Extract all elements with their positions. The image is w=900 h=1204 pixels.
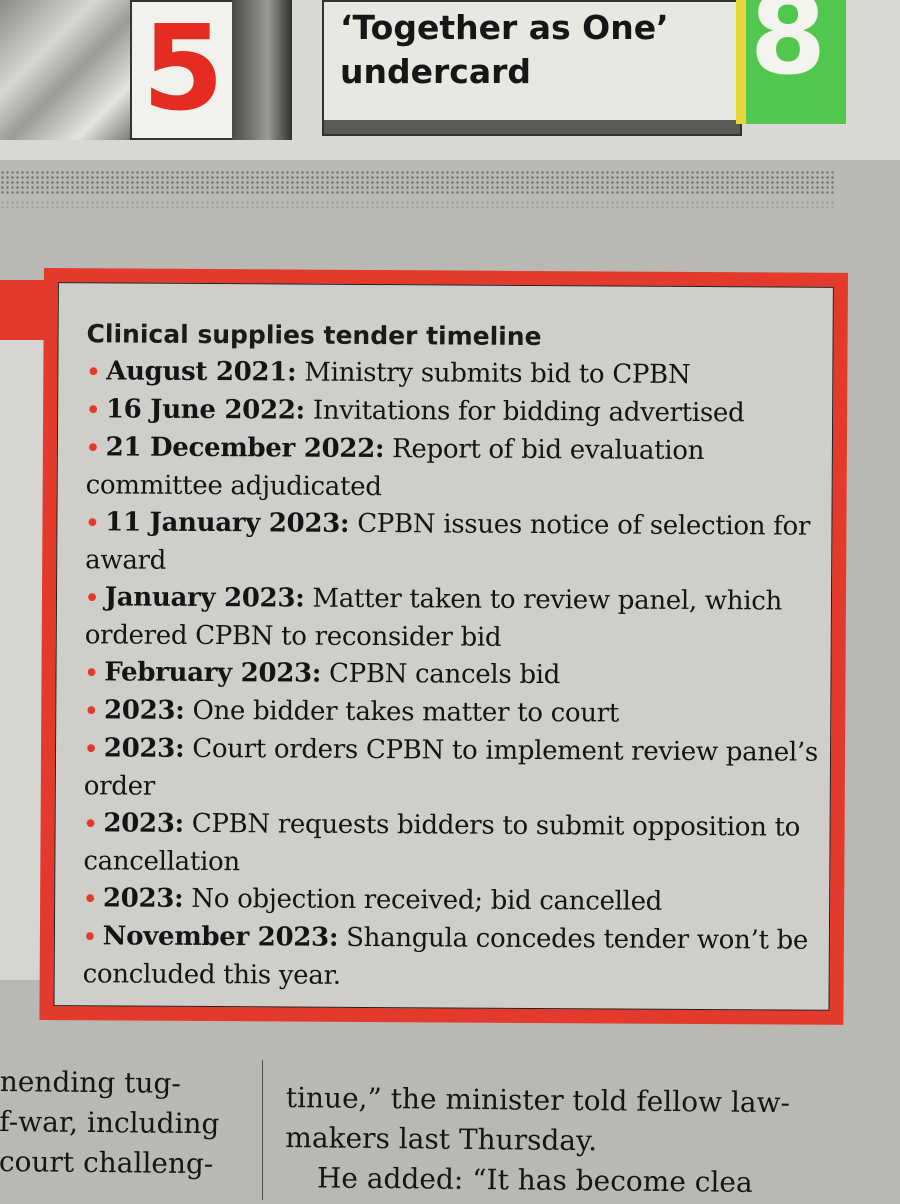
timeline-box: Clinical supplies tender timeline • Augus… <box>39 268 848 1025</box>
promo-photo <box>0 0 132 140</box>
bullet-icon: • <box>84 698 99 725</box>
article-column-right: tinue,” the minister told fellow law- ma… <box>285 1078 886 1204</box>
timeline-text: Invitations for bidding advertised <box>312 395 745 429</box>
bullet-icon: • <box>83 736 98 763</box>
timeline-entry: • 2023: One bidder takes matter to court <box>84 692 820 734</box>
halftone-divider-secondary <box>0 200 836 208</box>
timeline-text: Court orders CPBN to implement review pa… <box>83 733 819 802</box>
bullet-icon: • <box>84 660 99 687</box>
timeline-entry: • August 2021: Ministry submits bid to CP… <box>86 353 822 395</box>
timeline-date: 16 June 2022: <box>105 394 305 426</box>
timeline-entry: • 21 December 2022: Report of bid evaluat… <box>86 429 822 508</box>
timeline-entry: • 16 June 2022: Invitations for bidding a… <box>86 391 822 433</box>
timeline-entry: • February 2023: CPBN cancels bid <box>84 654 820 696</box>
bullet-icon: • <box>86 359 101 386</box>
timeline-text: One bidder takes matter to court <box>192 695 620 729</box>
promo-page-number: 5 <box>142 0 225 137</box>
timeline-date: 2023: <box>103 695 185 726</box>
bullet-icon: • <box>85 510 100 537</box>
timeline-text: Ministry submits bid to CPBN <box>304 357 691 390</box>
promo-page-number-right: 8 <box>749 0 827 99</box>
timeline-entry: • 2023: CPBN requests bidders to submit o… <box>83 805 819 884</box>
timeline-entry: • 2023: Court orders CPBN to implement re… <box>84 730 820 809</box>
timeline-text: CPBN requests bidders to submit oppositi… <box>83 808 801 878</box>
timeline-date: 2023: <box>103 808 184 839</box>
article-line: court challeng- <box>0 1144 214 1181</box>
timeline-date: August 2021: <box>106 356 297 388</box>
timeline-date: 11 January 2023: <box>105 507 350 539</box>
promo-number-right-box <box>736 0 846 124</box>
timeline-date: 21 December 2022: <box>105 432 385 465</box>
timeline-entry: • January 2023: Matter taken to review pa… <box>85 579 821 658</box>
timeline-date: November 2023: <box>102 921 339 953</box>
promo-photo-strip <box>232 0 292 140</box>
article-line: makers last Thursday. <box>285 1120 598 1158</box>
article-line: nending tug- <box>0 1064 182 1100</box>
column-divider <box>262 1060 263 1200</box>
timeline-panel: Clinical supplies tender timeline • Augus… <box>53 282 834 1011</box>
bullet-icon: • <box>82 924 97 951</box>
promo-story-box <box>322 0 742 136</box>
timeline-title: Clinical supplies tender timeline <box>86 319 542 352</box>
article-column-left: nending tug- f-war, including court chal… <box>0 1062 242 1185</box>
bullet-icon: • <box>86 397 100 424</box>
timeline-date: January 2023: <box>104 582 305 614</box>
promo-number-box <box>130 0 234 140</box>
article-line: f-war, including <box>0 1104 220 1141</box>
bullet-icon: • <box>84 585 99 612</box>
timeline-entry: • 11 January 2023: CPBN issues notice of … <box>85 504 821 583</box>
bullet-icon: • <box>83 811 98 838</box>
timeline-text: No objection received; bid cancelled <box>191 883 663 917</box>
bullet-icon: • <box>83 886 97 913</box>
timeline-list: • August 2021: Ministry submits bid to CP… <box>83 353 823 997</box>
left-red-accent <box>0 280 50 344</box>
article-line: tinue,” the minister told fellow law- <box>285 1080 791 1120</box>
article-line: He added: “It has become clea <box>316 1161 753 1199</box>
timeline-entry: • 2023: No objection received; bid cancel… <box>83 880 819 922</box>
timeline-date: 2023: <box>102 883 184 914</box>
promo-headline: ‘Together as One’ undercard <box>340 8 669 91</box>
timeline-date: 2023: <box>103 733 185 764</box>
timeline-text: CPBN cancels bid <box>328 658 561 691</box>
timeline-date: February 2023: <box>104 657 322 689</box>
timeline-entry: • November 2023: Shangula concedes tender… <box>83 918 819 997</box>
bullet-icon: • <box>85 435 100 462</box>
halftone-divider <box>0 170 836 196</box>
